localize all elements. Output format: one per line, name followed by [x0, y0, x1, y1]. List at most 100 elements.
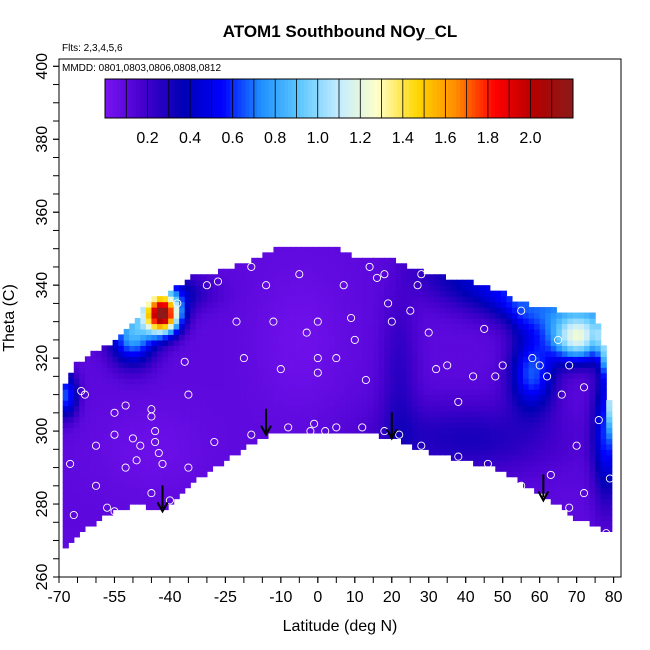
heatmap-cell [428, 301, 435, 308]
heatmap-cell [406, 378, 413, 385]
heatmap-cell [456, 383, 463, 390]
heatmap-cell [278, 323, 286, 330]
heatmap-cell [395, 394, 402, 401]
heatmap-cell [134, 400, 141, 407]
heatmap-cell [561, 438, 568, 445]
heatmap-cell [545, 443, 552, 450]
heatmap-cell [168, 301, 175, 308]
heatmap-cell [428, 356, 435, 363]
heatmap-cell [384, 367, 391, 374]
heatmap-cell [73, 525, 80, 532]
heatmap-cell [273, 296, 280, 303]
heatmap-cell [450, 454, 458, 461]
heatmap-cell [267, 400, 275, 407]
heatmap-cell [600, 405, 607, 412]
colorbar-segment [214, 79, 219, 118]
heatmap-cell [373, 290, 380, 297]
heatmap-cell [123, 334, 130, 341]
colorbar-segment [405, 79, 410, 118]
heatmap-cell [545, 411, 552, 418]
heatmap-cell [173, 334, 180, 341]
heatmap-cell [68, 432, 75, 439]
colorbar-segment [284, 79, 289, 118]
heatmap-cell [295, 296, 302, 303]
heatmap-cell [162, 416, 169, 423]
colorbar-segment [229, 79, 235, 118]
heatmap-cell [412, 427, 419, 434]
heatmap-cell [206, 312, 214, 319]
heatmap-cell [234, 350, 241, 357]
colorbar-segment [487, 79, 492, 118]
heatmap-cell [428, 367, 435, 374]
heatmap-cell [284, 274, 291, 281]
heatmap-cell [556, 482, 563, 489]
heatmap-cell [428, 432, 435, 439]
heatmap-cell [251, 290, 258, 297]
heatmap-cell [340, 252, 347, 259]
heatmap-cell [223, 405, 230, 412]
heatmap-cell [373, 367, 380, 374]
heatmap-cell [534, 432, 541, 439]
heatmap-cell [267, 367, 275, 374]
heatmap-cell [295, 334, 302, 341]
colorbar-segment [198, 79, 203, 118]
heatmap-cell [190, 454, 197, 461]
heatmap-cell [584, 465, 591, 472]
heatmap-cell [267, 350, 275, 357]
heatmap-cell [129, 482, 136, 489]
heatmap-cell [356, 318, 363, 325]
heatmap-cell [317, 323, 324, 330]
heatmap-cell [473, 449, 480, 456]
heatmap-cell [500, 432, 507, 439]
heatmap-cell [179, 345, 186, 352]
heatmap-cell [107, 471, 114, 478]
colorbar-segment [292, 79, 297, 118]
heatmap-cell [362, 378, 369, 385]
heatmap-cell [417, 400, 424, 407]
heatmap-cell [434, 274, 441, 281]
heatmap-cell [212, 323, 219, 330]
heatmap-cell [68, 476, 75, 483]
heatmap-cell [561, 449, 568, 456]
heatmap-cell [523, 476, 530, 483]
heatmap-cell [373, 312, 380, 319]
heatmap-cell [606, 476, 613, 483]
heatmap-cell [495, 312, 502, 319]
heatmap-cell [112, 443, 119, 450]
heatmap-cell [517, 361, 524, 368]
heatmap-cell [423, 307, 430, 314]
heatmap-cell [201, 460, 208, 467]
heatmap-cell [73, 520, 80, 527]
heatmap-cell [245, 290, 252, 297]
heatmap-cell [273, 345, 280, 352]
heatmap-cell [168, 416, 175, 423]
heatmap-cell [156, 411, 164, 418]
heatmap-cell [473, 356, 480, 363]
heatmap-cell [539, 372, 546, 379]
heatmap-cell [95, 378, 103, 385]
heatmap-cell [162, 301, 169, 308]
heatmap-cell [401, 438, 408, 445]
heatmap-cell [367, 279, 374, 286]
heatmap-cell [229, 438, 236, 445]
heatmap-cell [584, 312, 591, 319]
heatmap-cell [340, 257, 347, 264]
heatmap-cell [378, 394, 385, 401]
heatmap-cell [145, 345, 153, 352]
heatmap-cell [423, 367, 430, 374]
heatmap-cell [467, 356, 474, 363]
heatmap-cell [373, 416, 380, 423]
observation-point [572, 441, 581, 450]
heatmap-cell [184, 427, 191, 434]
heatmap-cell [362, 334, 369, 341]
heatmap-cell [556, 383, 563, 390]
observation-point [103, 503, 112, 512]
heatmap-cell [229, 350, 236, 357]
heatmap-cell [123, 476, 130, 483]
heatmap-cell [234, 411, 241, 418]
heatmap-cell [506, 323, 513, 330]
heatmap-cell [267, 301, 275, 308]
heatmap-cell [267, 345, 275, 352]
heatmap-cell [223, 285, 230, 292]
heatmap-cell [561, 498, 568, 505]
